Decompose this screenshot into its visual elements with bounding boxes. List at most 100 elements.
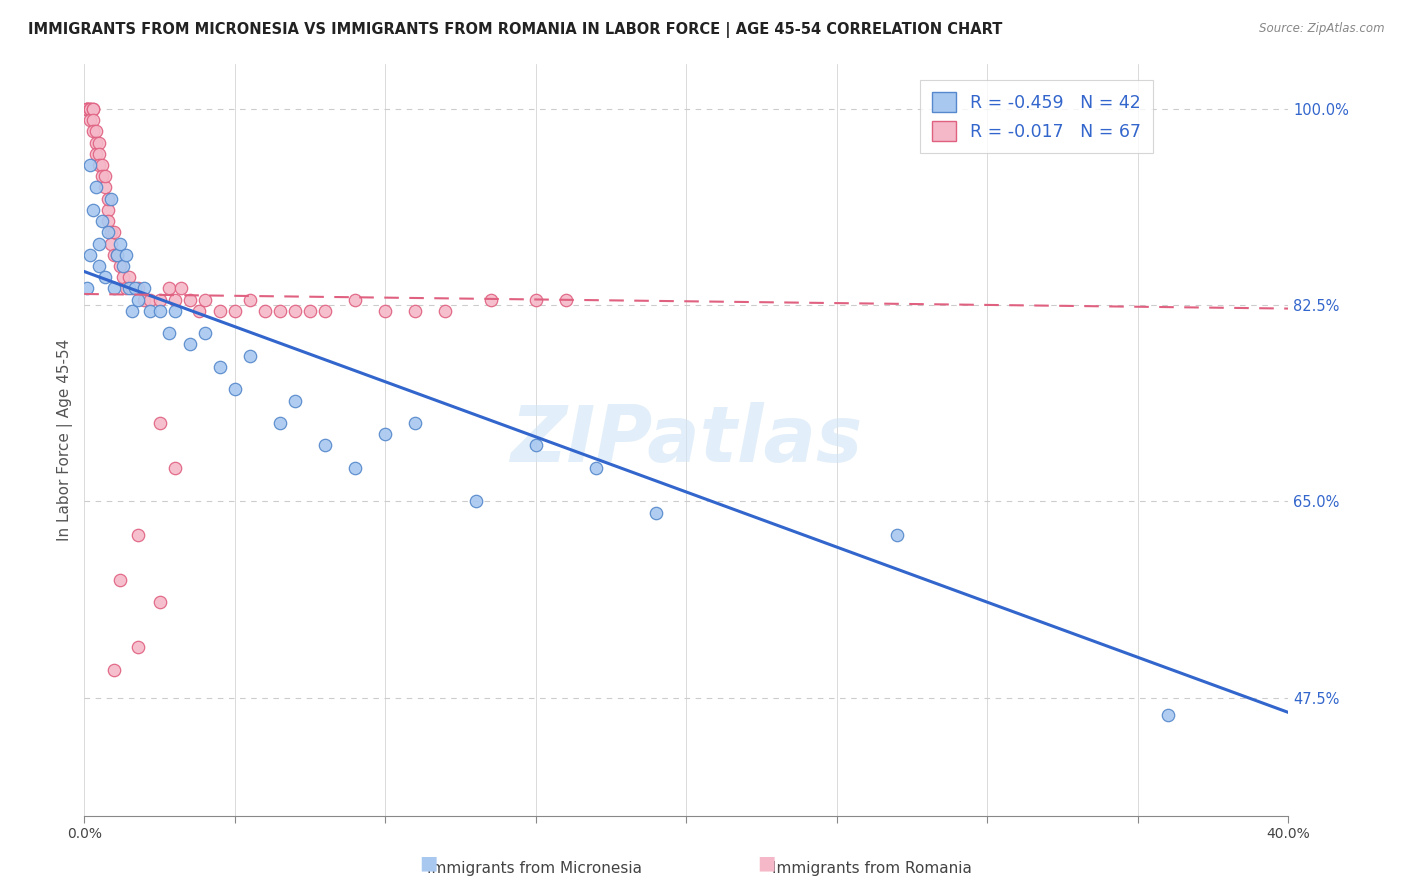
Point <box>194 326 217 341</box>
Point <box>148 416 170 430</box>
Point <box>194 293 217 307</box>
Text: ■: ■ <box>756 854 776 872</box>
Point <box>89 158 111 172</box>
Point <box>148 293 170 307</box>
Point <box>115 281 138 295</box>
Point <box>94 180 117 194</box>
Point <box>524 293 547 307</box>
Point <box>103 225 125 239</box>
Point <box>86 124 108 138</box>
Point <box>105 248 128 262</box>
Point <box>886 528 908 542</box>
Point <box>76 102 98 116</box>
Point <box>585 460 607 475</box>
Point <box>82 202 104 217</box>
Text: Immigrants from Micronesia: Immigrants from Micronesia <box>427 861 641 876</box>
Point <box>94 169 117 184</box>
Point <box>645 506 668 520</box>
Point <box>157 326 180 341</box>
Point <box>208 303 231 318</box>
Point <box>298 303 321 318</box>
Point <box>121 303 143 318</box>
Point <box>97 214 120 228</box>
Point <box>434 303 457 318</box>
Point <box>115 248 138 262</box>
Legend: R = -0.459   N = 42, R = -0.017   N = 67: R = -0.459 N = 42, R = -0.017 N = 67 <box>920 80 1153 153</box>
Point <box>97 202 120 217</box>
Point <box>224 382 246 396</box>
Point <box>89 259 111 273</box>
Point <box>554 293 576 307</box>
Point <box>110 259 132 273</box>
Point <box>139 293 162 307</box>
Point <box>163 460 186 475</box>
Point <box>187 303 209 318</box>
Point <box>179 337 201 351</box>
Point <box>284 303 307 318</box>
Point <box>179 293 201 307</box>
Text: Source: ZipAtlas.com: Source: ZipAtlas.com <box>1260 22 1385 36</box>
Point <box>86 136 108 150</box>
Point <box>86 146 108 161</box>
Point <box>76 281 98 295</box>
Point <box>374 427 396 442</box>
Point <box>91 158 114 172</box>
Point <box>76 102 98 116</box>
Point <box>208 359 231 374</box>
Text: ■: ■ <box>419 854 439 872</box>
Point <box>269 416 291 430</box>
Point <box>79 158 101 172</box>
Point <box>76 102 98 116</box>
Point <box>127 640 149 655</box>
Point <box>82 124 104 138</box>
Point <box>157 281 180 295</box>
Point <box>86 180 108 194</box>
Point <box>82 113 104 128</box>
Point <box>79 102 101 116</box>
Point <box>105 248 128 262</box>
Text: IMMIGRANTS FROM MICRONESIA VS IMMIGRANTS FROM ROMANIA IN LABOR FORCE | AGE 45-54: IMMIGRANTS FROM MICRONESIA VS IMMIGRANTS… <box>28 22 1002 38</box>
Point <box>97 225 120 239</box>
Point <box>76 102 98 116</box>
Point <box>1157 707 1180 722</box>
Point <box>89 236 111 251</box>
Point <box>404 416 426 430</box>
Point <box>148 303 170 318</box>
Point <box>103 663 125 677</box>
Point <box>89 146 111 161</box>
Point <box>239 349 262 363</box>
Point <box>148 595 170 609</box>
Point <box>100 236 122 251</box>
Point <box>89 136 111 150</box>
Point <box>79 113 101 128</box>
Point <box>169 281 191 295</box>
Point <box>163 293 186 307</box>
Text: Immigrants from Romania: Immigrants from Romania <box>772 861 972 876</box>
Point <box>94 270 117 285</box>
Point <box>253 303 276 318</box>
Y-axis label: In Labor Force | Age 45-54: In Labor Force | Age 45-54 <box>58 339 73 541</box>
Point <box>112 259 135 273</box>
Point <box>524 438 547 452</box>
Point <box>404 303 426 318</box>
Point <box>100 225 122 239</box>
Point <box>344 293 367 307</box>
Point <box>464 494 486 508</box>
Point <box>79 102 101 116</box>
Point <box>163 303 186 318</box>
Point <box>82 102 104 116</box>
Point <box>118 281 141 295</box>
Point <box>91 214 114 228</box>
Point <box>239 293 262 307</box>
Point <box>118 270 141 285</box>
Point <box>103 281 125 295</box>
Point <box>112 270 135 285</box>
Point <box>284 393 307 408</box>
Point <box>134 281 156 295</box>
Point <box>374 303 396 318</box>
Point <box>314 303 336 318</box>
Point <box>100 192 122 206</box>
Point <box>91 169 114 184</box>
Point <box>344 460 367 475</box>
Point <box>97 192 120 206</box>
